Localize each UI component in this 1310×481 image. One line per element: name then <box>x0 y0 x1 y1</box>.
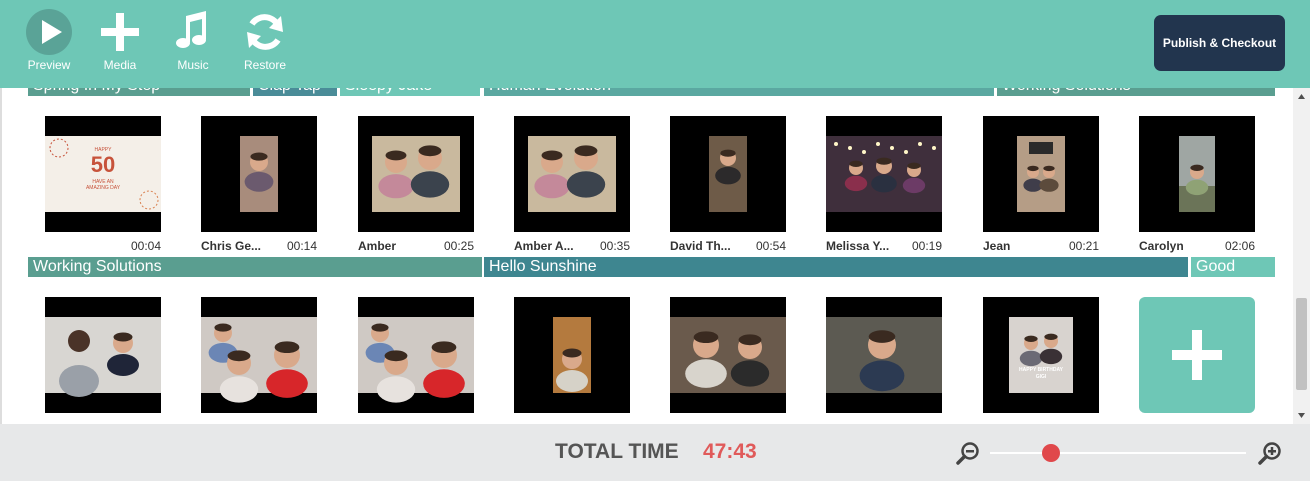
clip-duration: 00:19 <box>911 239 942 253</box>
clip-duration: 00:21 <box>1068 239 1099 253</box>
clip-thumbnail[interactable] <box>45 297 161 413</box>
clip-thumbnail[interactable] <box>201 297 317 413</box>
thumbnail-image <box>240 136 278 212</box>
clip-duration: 00:14 <box>286 239 317 253</box>
music-track-segment[interactable]: Sleepy Jake <box>340 88 480 96</box>
restore-button[interactable]: Restore <box>232 8 298 74</box>
thumbnail-image <box>358 317 474 403</box>
clip-info: Carolyn 02:06 <box>1139 239 1259 255</box>
music-track-segment[interactable]: Working Solutions <box>28 257 482 277</box>
clip-thumbnail[interactable] <box>826 297 942 413</box>
clip-thumbnail[interactable] <box>670 297 786 413</box>
clip-duration: 02:06 <box>1224 239 1255 253</box>
thumbnail-image <box>826 317 942 393</box>
add-media-tile[interactable] <box>1139 297 1255 413</box>
music-track-segment[interactable]: Working Solutions <box>997 88 1275 96</box>
clip-info: Melissa Y... 00:19 <box>826 239 946 255</box>
clip-info: Chris Ge... 00:14 <box>201 239 321 255</box>
play-icon <box>26 9 72 55</box>
clip-thumbnail[interactable] <box>983 116 1099 232</box>
clip-thumbnail[interactable] <box>201 116 317 232</box>
plus-icon <box>101 13 139 51</box>
music-button[interactable]: Music <box>160 8 226 74</box>
scroll-up-arrow-icon[interactable] <box>1293 88 1310 105</box>
music-track-segment[interactable]: Good <box>1191 257 1275 277</box>
card-text: HAPPY <box>94 147 112 153</box>
clip-name: David Th... <box>670 239 731 253</box>
thumbnail-image <box>1179 136 1215 212</box>
footer-bar: TOTAL TIME 47:43 <box>0 424 1310 481</box>
music-track-segment[interactable]: Human Evolution <box>484 88 994 96</box>
card-number: 50 <box>90 152 116 177</box>
zoom-in-icon[interactable] <box>1258 441 1282 465</box>
clip-name: Jean <box>983 239 1011 253</box>
clip-name: Amber <box>358 239 397 253</box>
thumbnail-image <box>826 136 942 212</box>
clip-duration: 00:04 <box>130 239 161 253</box>
card-text: HAVE AN <box>92 179 114 185</box>
zoom-out-icon[interactable] <box>956 441 980 465</box>
clip-thumbnail[interactable] <box>514 297 630 413</box>
thumbnail-image <box>45 136 161 212</box>
clip-duration: 00:35 <box>599 239 630 253</box>
clip-thumbnail[interactable] <box>1139 116 1255 232</box>
restore-label: Restore <box>243 58 287 72</box>
clip-duration: 00:25 <box>443 239 474 253</box>
card-text: GIGI <box>1035 374 1047 380</box>
clip-thumbnail[interactable] <box>358 297 474 413</box>
toolbar: Preview Media Music <box>0 0 1310 88</box>
clip-thumbnail[interactable]: HAPPY BIRTHDAY GIGI <box>983 297 1099 413</box>
scroll-down-arrow-icon[interactable] <box>1293 407 1310 424</box>
thumbnail-image <box>528 136 616 212</box>
total-time-value: 47:43 <box>703 440 757 463</box>
clip-thumbnail[interactable] <box>826 116 942 232</box>
thumbnail-image <box>201 317 317 403</box>
clip-info: David Th... 00:54 <box>670 239 790 255</box>
zoom-slider-track[interactable] <box>990 452 1246 454</box>
clip-name: Chris Ge... <box>201 239 262 253</box>
music-note-icon <box>176 11 206 48</box>
clip-thumbnail[interactable] <box>670 116 786 232</box>
clip-info: 00:04 <box>45 239 165 255</box>
thumbnail-image <box>553 317 591 393</box>
clip-info: Amber 00:25 <box>358 239 478 255</box>
music-label: Music <box>177 58 209 72</box>
clip-duration: 00:54 <box>755 239 786 253</box>
media-label: Media <box>103 58 137 72</box>
clip-thumbnail[interactable]: HAPPY 50 HAVE AN AMAZING DAY <box>45 116 161 232</box>
card-text: HAPPY BIRTHDAY <box>1019 367 1063 373</box>
thumbnail-image <box>1017 136 1065 212</box>
music-track-segment[interactable]: Spring In My Step <box>28 88 250 96</box>
thumbnail-image <box>45 317 161 397</box>
plus-icon <box>1172 330 1222 380</box>
preview-label: Preview <box>27 58 71 72</box>
scrollbar-thumb[interactable] <box>1296 298 1307 390</box>
clip-name: Melissa Y... <box>826 239 890 253</box>
thumbnail-image <box>670 317 786 393</box>
preview-button[interactable]: Preview <box>16 8 82 74</box>
music-track-segment[interactable]: Clap Tap <box>253 88 337 96</box>
clip-name: Amber A... <box>514 239 574 253</box>
thumbnail-image <box>372 136 460 212</box>
zoom-slider-knob[interactable] <box>1042 444 1061 462</box>
vertical-scrollbar[interactable] <box>1293 88 1310 424</box>
music-track-segment[interactable]: Hello Sunshine <box>484 257 1188 277</box>
thumbnail-image <box>1009 317 1073 393</box>
media-button[interactable]: Media <box>87 8 153 74</box>
clip-thumbnail[interactable] <box>514 116 630 232</box>
clip-thumbnail[interactable] <box>358 116 474 232</box>
card-text: AMAZING DAY <box>85 185 121 191</box>
total-time-label: TOTAL TIME <box>555 440 679 463</box>
clip-info: Amber A... 00:35 <box>514 239 634 255</box>
timeline: Spring In My StepClap TapSleepy Jake Huma… <box>0 88 1310 424</box>
clip-name: Carolyn <box>1139 239 1184 253</box>
refresh-icon <box>247 14 283 50</box>
publish-checkout-button[interactable]: Publish & Checkout <box>1154 15 1285 71</box>
clip-info: Jean 00:21 <box>983 239 1103 255</box>
thumbnail-image <box>709 136 747 212</box>
